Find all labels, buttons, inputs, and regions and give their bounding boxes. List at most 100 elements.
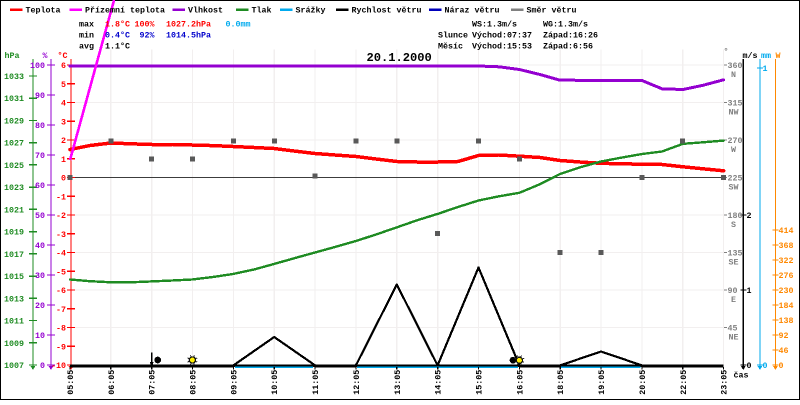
svg-text:Vlhkost: Vlhkost — [188, 5, 223, 15]
svg-text:10: 10 — [35, 331, 45, 341]
svg-text:-3: -3 — [56, 230, 66, 240]
svg-text:184: 184 — [779, 301, 794, 311]
svg-text:S: S — [731, 220, 736, 230]
svg-text:1013: 1013 — [4, 294, 24, 304]
svg-text:NE: NE — [729, 333, 739, 343]
svg-text:1.1°C: 1.1°C — [105, 41, 130, 51]
svg-text:0: 0 — [763, 361, 768, 371]
svg-text:WG:1.3m/s: WG:1.3m/s — [543, 19, 588, 29]
svg-text:60: 60 — [35, 181, 45, 191]
svg-text:NW: NW — [729, 108, 739, 118]
svg-text:1017: 1017 — [4, 250, 24, 260]
svg-text:15:05: 15:05 — [475, 370, 485, 395]
svg-text:135: 135 — [728, 249, 743, 259]
svg-text:Východ:07:37: Východ:07:37 — [472, 30, 532, 40]
svg-text:1031: 1031 — [4, 94, 24, 104]
svg-text:Rychlost větru: Rychlost větru — [352, 5, 422, 15]
svg-text:1025: 1025 — [4, 161, 24, 171]
svg-text:Měsíc: Měsíc — [438, 41, 463, 51]
svg-text:360: 360 — [728, 61, 743, 71]
svg-text:1: 1 — [763, 64, 768, 74]
svg-text:-5: -5 — [56, 267, 66, 277]
svg-text:368: 368 — [779, 241, 794, 251]
svg-text:270: 270 — [728, 136, 743, 146]
svg-text:mm: mm — [761, 51, 771, 61]
svg-text:%: % — [43, 51, 48, 61]
svg-text:0: 0 — [40, 361, 45, 371]
svg-text:14:05: 14:05 — [434, 370, 444, 395]
svg-text:0: 0 — [61, 174, 66, 184]
svg-text:1015: 1015 — [4, 272, 24, 282]
svg-text:1027.2hPa: 1027.2hPa — [166, 19, 211, 29]
svg-text:1029: 1029 — [4, 116, 24, 126]
svg-text:1019: 1019 — [4, 228, 24, 238]
svg-text:N: N — [731, 70, 736, 80]
svg-text:414: 414 — [779, 226, 794, 236]
svg-text:1033: 1033 — [4, 72, 24, 82]
svg-text:-8: -8 — [56, 324, 66, 334]
svg-text:Východ:15:53: Východ:15:53 — [472, 41, 532, 51]
svg-text:°C: °C — [58, 51, 68, 61]
svg-text:315: 315 — [728, 99, 743, 109]
svg-text:50: 50 — [35, 211, 45, 221]
svg-text:Srážky: Srážky — [296, 5, 326, 15]
svg-text:40: 40 — [35, 241, 45, 251]
svg-text:0: 0 — [747, 361, 752, 371]
svg-text:20: 20 — [35, 301, 45, 311]
svg-text:2: 2 — [747, 211, 752, 221]
svg-text:92: 92 — [779, 331, 789, 341]
svg-text:08:05: 08:05 — [189, 370, 199, 395]
svg-text:45: 45 — [728, 324, 738, 334]
svg-text:1.8°C: 1.8°C — [105, 19, 130, 29]
svg-text:E: E — [731, 295, 736, 305]
svg-text:6: 6 — [61, 61, 66, 71]
svg-text:13:05: 13:05 — [393, 370, 403, 395]
svg-text:18:05: 18:05 — [556, 370, 566, 395]
svg-text:0.4°C: 0.4°C — [105, 30, 130, 40]
svg-text:W: W — [731, 145, 736, 155]
svg-text:90: 90 — [35, 91, 45, 101]
svg-text:07:05: 07:05 — [148, 370, 158, 395]
svg-text:1009: 1009 — [4, 339, 24, 349]
svg-text:1021: 1021 — [4, 205, 24, 215]
svg-text:30: 30 — [35, 271, 45, 281]
svg-text:20.1.2000: 20.1.2000 — [367, 51, 432, 65]
svg-text:Západ:16:26: Západ:16:26 — [543, 30, 598, 40]
svg-text:max: max — [79, 19, 94, 29]
svg-text:1011: 1011 — [4, 317, 24, 327]
svg-text:05:05: 05:05 — [66, 370, 76, 395]
svg-text:-2: -2 — [56, 211, 66, 221]
svg-text:138: 138 — [779, 316, 794, 326]
svg-text:WS:1.3m/s: WS:1.3m/s — [472, 19, 517, 29]
svg-text:70: 70 — [35, 151, 45, 161]
svg-text:W: W — [776, 51, 781, 61]
svg-text:0: 0 — [779, 361, 784, 371]
svg-text:80: 80 — [35, 121, 45, 131]
svg-text:Tlak: Tlak — [252, 5, 272, 15]
svg-text:100: 100 — [30, 61, 45, 71]
svg-text:90: 90 — [728, 286, 738, 296]
svg-text:avg: avg — [79, 41, 94, 51]
svg-text:22:05: 22:05 — [679, 370, 689, 395]
svg-text:4: 4 — [61, 99, 66, 109]
svg-text:100%: 100% — [135, 19, 155, 29]
svg-text:-1: -1 — [56, 192, 66, 202]
svg-text:-10: -10 — [51, 361, 66, 371]
svg-text:92%: 92% — [140, 30, 155, 40]
svg-text:19:05: 19:05 — [597, 370, 607, 395]
svg-text:20:05: 20:05 — [638, 370, 648, 395]
svg-text:10:05: 10:05 — [270, 370, 280, 395]
svg-text:12:05: 12:05 — [352, 370, 362, 395]
svg-text:Západ:6:56: Západ:6:56 — [543, 41, 593, 51]
svg-text:3: 3 — [61, 117, 66, 127]
svg-text:°: ° — [724, 47, 729, 57]
svg-text:Teplota: Teplota — [26, 5, 61, 15]
svg-text:SE: SE — [729, 258, 739, 268]
svg-text:min: min — [79, 30, 94, 40]
svg-text:SW: SW — [729, 183, 739, 193]
svg-text:1007: 1007 — [4, 361, 24, 371]
svg-text:Přízemní teplota: Přízemní teplota — [85, 5, 165, 15]
svg-text:-7: -7 — [56, 305, 66, 315]
svg-text:1027: 1027 — [4, 139, 24, 149]
svg-text:09:05: 09:05 — [229, 370, 239, 395]
